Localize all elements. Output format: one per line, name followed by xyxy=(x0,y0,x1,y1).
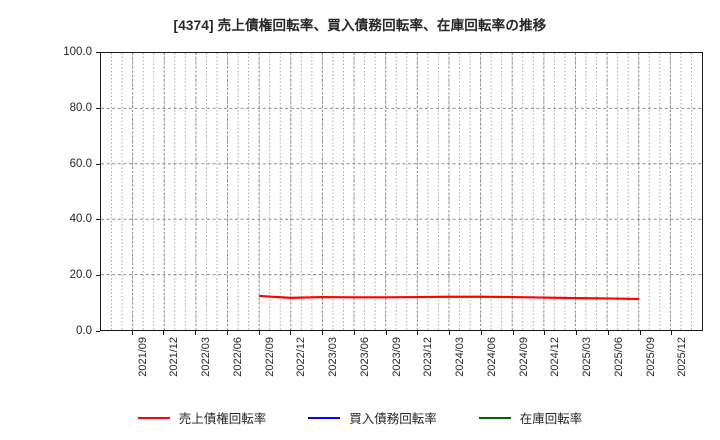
x-tick-mark xyxy=(385,331,387,335)
x-tick-mark xyxy=(639,331,641,335)
x-tick-label: 2022/03 xyxy=(200,337,213,377)
x-tick-label: 2024/06 xyxy=(485,337,498,377)
data-series-layer xyxy=(259,294,639,301)
x-tick-label: 2024/03 xyxy=(454,337,467,377)
y-tick-label: 100.0 xyxy=(63,46,92,58)
x-tick-mark xyxy=(322,331,324,335)
y-tick-mark xyxy=(96,275,100,277)
x-tick-mark xyxy=(607,331,609,335)
x-tick-mark xyxy=(226,331,228,335)
x-tick-label: 2023/06 xyxy=(358,337,371,377)
y-axis: 0.0 20.0 40.0 60.0 80.0 100.0 xyxy=(0,0,100,440)
y-tick-label: 40.0 xyxy=(69,213,92,226)
x-tick-mark xyxy=(512,331,514,335)
x-tick-label: 2025/09 xyxy=(644,337,657,377)
legend-line-icon xyxy=(478,416,511,419)
y-tick-mark xyxy=(96,163,100,165)
x-tick-label: 2021/12 xyxy=(168,337,181,377)
x-tick-label: 2023/03 xyxy=(327,337,340,377)
y-tick-label: 0.0 xyxy=(76,325,92,337)
x-tick-label: 2025/03 xyxy=(581,337,594,377)
series-line xyxy=(259,294,639,301)
x-tick-mark xyxy=(353,331,355,335)
x-tick-mark xyxy=(258,331,260,335)
x-tick-label: 2024/12 xyxy=(549,337,562,377)
x-tick-label: 2022/09 xyxy=(263,337,276,377)
legend-label: 買入債務回転率 xyxy=(349,412,437,426)
x-tick-mark xyxy=(449,331,451,335)
legend-line-icon xyxy=(137,416,170,419)
legend-label: 売上債権回転率 xyxy=(178,412,267,426)
x-tick-mark xyxy=(417,331,419,335)
x-tick-mark xyxy=(163,331,165,335)
y-tick-mark xyxy=(96,52,100,53)
chart-legend: 売上債権回転率 買入債務回転率 在庫回転率 xyxy=(0,408,720,427)
x-tick-label: 2025/06 xyxy=(612,337,625,377)
legend-entry[interactable]: 買入債務回転率 xyxy=(308,408,437,427)
plot-area xyxy=(100,52,703,331)
x-tick-mark xyxy=(131,331,133,335)
x-tick-label: 2021/09 xyxy=(136,337,149,377)
x-tick-mark xyxy=(480,331,482,335)
x-tick-label: 2024/09 xyxy=(517,337,530,377)
y-tick-mark xyxy=(96,219,100,221)
legend-entry[interactable]: 売上債権回転率 xyxy=(137,408,267,427)
y-tick-label: 80.0 xyxy=(69,101,92,114)
x-tick-label: 2025/12 xyxy=(676,337,689,377)
x-tick-mark xyxy=(290,331,292,335)
x-tick-label: 2022/06 xyxy=(231,337,244,377)
x-tick-label: 2023/12 xyxy=(422,337,435,377)
chart-title: [4374] 売上債権回転率、買入債務回転率、在庫回転率の推移 xyxy=(173,18,547,33)
x-tick-label: 2023/09 xyxy=(390,337,403,377)
legend-line-icon xyxy=(308,416,341,419)
x-tick-mark xyxy=(195,331,197,335)
x-tick-mark xyxy=(544,331,546,335)
y-tick-mark xyxy=(96,107,100,109)
x-tick-label: 2022/12 xyxy=(295,337,308,377)
x-tick-mark xyxy=(671,331,673,335)
legend-label: 在庫回転率 xyxy=(519,412,583,426)
y-tick-mark xyxy=(96,331,100,332)
y-tick-label: 20.0 xyxy=(69,269,92,282)
x-tick-mark xyxy=(576,331,578,335)
legend-entry[interactable]: 在庫回転率 xyxy=(478,408,583,427)
y-tick-label: 60.0 xyxy=(69,157,92,170)
